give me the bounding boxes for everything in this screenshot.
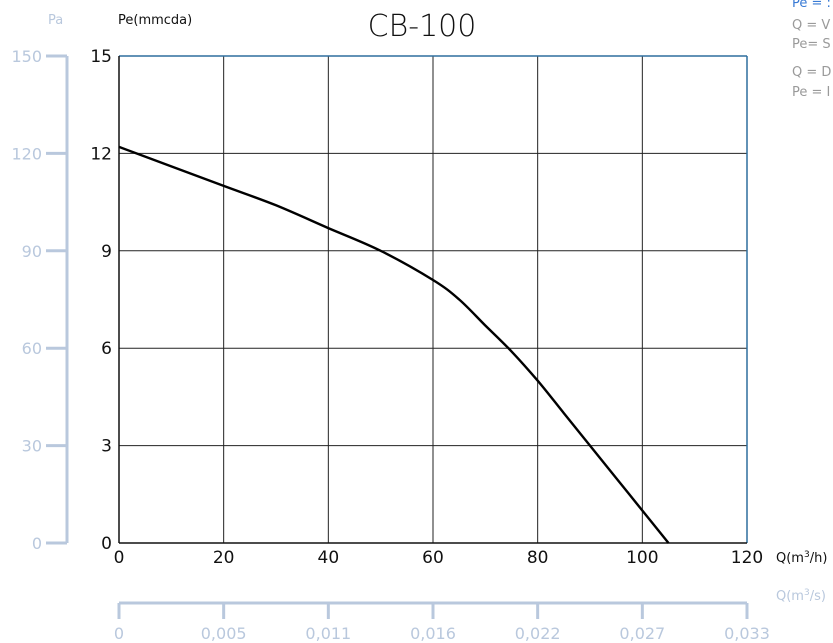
secondary-y-tick-label: 90: [22, 242, 42, 261]
x-tick-label: 0: [114, 548, 125, 568]
secondary-x-tick-label: 0: [114, 624, 124, 643]
legend: Pe = : Q = V Pe= S Q = D Pe = I: [792, 0, 831, 100]
secondary-x-tick-label: 0,033: [724, 624, 770, 643]
y-tick-label: 0: [101, 534, 112, 554]
secondary-y-tick-label: 0: [32, 534, 42, 553]
secondary-y-tick-label: 120: [11, 144, 42, 163]
x-tick-label: 40: [318, 548, 340, 568]
x-tick-label: 120: [731, 548, 763, 568]
secondary-y-tick-label: 30: [22, 437, 42, 456]
secondary-x-tick-label: 0,027: [619, 624, 665, 643]
secondary-y-tick-label: 60: [22, 339, 42, 358]
legend-line: Pe = I: [792, 85, 830, 100]
secondary-x-tick-label: 0,016: [410, 624, 456, 643]
secondary-x-tick-label: 0,005: [201, 624, 247, 643]
x-tick-label: 100: [626, 548, 658, 568]
chart-title: CB-100: [368, 9, 477, 44]
legend-line: Q = V: [792, 18, 830, 33]
secondary-y-axis-label: Pa: [48, 13, 63, 28]
grid: [118, 55, 748, 544]
secondary-y-axis: 0 30 60 90 120 150: [11, 47, 69, 553]
y-tick-label: 3: [101, 437, 112, 457]
x-ticks: 0 20 40 60 80 100 120: [114, 548, 764, 568]
y-tick-label: 6: [101, 339, 112, 359]
secondary-x-axis-label: Q(m3/s): [776, 588, 826, 604]
y-tick-label: 12: [90, 144, 112, 164]
fan-curve-line: [118, 145, 670, 544]
y-axis-label: Pe(mmcda): [118, 13, 192, 28]
y-tick-label: 9: [101, 242, 112, 262]
secondary-x-tick-label: 0,022: [515, 624, 561, 643]
y-tick-label: 15: [90, 47, 112, 67]
secondary-y-tick-label: 150: [11, 47, 42, 66]
x-tick-label: 60: [422, 548, 444, 568]
legend-line: Q = D: [792, 65, 831, 80]
legend-line: Pe = :: [792, 0, 831, 11]
y-ticks: 0 3 6 9 12 15: [90, 47, 112, 554]
x-axis-label: Q(m3/h): [776, 550, 827, 566]
x-tick-label: 80: [527, 548, 549, 568]
secondary-x-tick-label: 0,011: [305, 624, 351, 643]
legend-line: Pe= S: [792, 37, 831, 52]
x-tick-label: 20: [213, 548, 235, 568]
secondary-x-axis: 0 0,005 0,011 0,016 0,022 0,027 0,033: [114, 601, 770, 643]
